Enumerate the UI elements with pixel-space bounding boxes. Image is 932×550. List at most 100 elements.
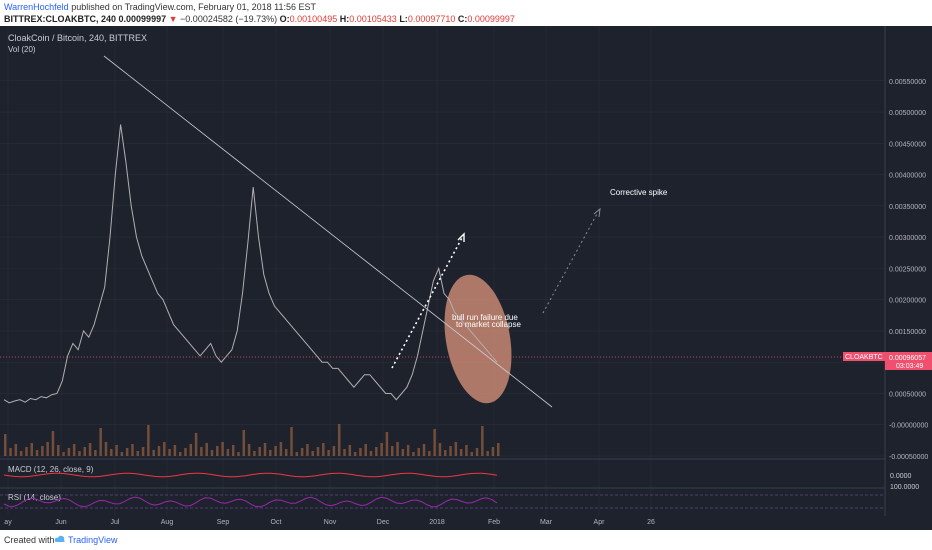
volume-bar — [136, 451, 140, 456]
price-change: −0.00024582 (−19.73%) — [180, 14, 278, 24]
volume-bar — [316, 447, 320, 456]
y-tick-label: 0.00400000 — [889, 173, 926, 180]
volume-bar — [263, 443, 267, 456]
volume-bar — [497, 443, 500, 456]
volume-bar — [353, 452, 357, 456]
footer-brand-link[interactable]: TradingView — [68, 535, 118, 545]
volume-bar — [41, 446, 44, 456]
volume-bar — [295, 452, 299, 456]
volume-bar — [470, 452, 473, 456]
volume-bar — [343, 449, 346, 456]
rsi-tick: 100.0000 — [890, 484, 919, 491]
volume-bar — [306, 444, 309, 456]
y-tick-label: 0.00500000 — [889, 110, 926, 117]
volume-bar — [332, 446, 336, 456]
symbol-tag — [843, 352, 885, 361]
volume-bar — [221, 442, 224, 456]
price-tag — [885, 352, 932, 370]
volume-bar — [131, 444, 134, 456]
volume-bar — [337, 424, 341, 456]
volume-bar — [348, 445, 352, 456]
volume-bar — [428, 451, 431, 456]
x-tick-label: Apr — [594, 519, 606, 526]
price-tag-countdown: 03:03:49 — [896, 363, 923, 370]
publish-info: published on TradingView.com, February 0… — [71, 2, 317, 12]
volume-bar — [454, 442, 458, 456]
chart-area[interactable]: Corrective spike bull run failure due to… — [0, 26, 932, 530]
volume-bar — [88, 443, 92, 456]
volume-bar — [173, 445, 177, 456]
volume-bar — [110, 449, 113, 456]
volume-bar — [168, 449, 171, 456]
last-price: 0.00099997 — [118, 14, 167, 24]
tradingview-cloud-icon — [54, 535, 65, 542]
down-arrow-icon: ▼ — [168, 14, 178, 24]
volume-bar — [491, 447, 495, 456]
volume-bar — [120, 452, 124, 456]
volume-bar — [433, 429, 436, 456]
open-label: O: — [279, 14, 290, 24]
high-value: 0.00105433 — [349, 14, 397, 24]
volume-bar — [99, 428, 102, 456]
volume-bar — [486, 451, 489, 456]
chart-svg[interactable]: Corrective spike bull run failure due to… — [0, 26, 932, 530]
volume-bar — [459, 449, 463, 456]
volume-bar — [385, 432, 389, 456]
volume-bar — [300, 448, 304, 456]
volume-bar — [412, 452, 415, 456]
close-value: 0.00099997 — [467, 14, 515, 24]
volume-bar — [231, 445, 235, 456]
volume-bar — [242, 430, 246, 456]
x-tick-label: Jun — [55, 519, 66, 526]
volume-bar — [475, 448, 479, 456]
failure-label-line1[interactable]: bull run failure due — [452, 313, 518, 322]
volume-bar — [269, 450, 272, 456]
corrective-spike-arrowhead — [593, 207, 601, 218]
volume-bar — [115, 445, 118, 456]
volume-bar — [290, 427, 293, 456]
y-tick-label: 0.00550000 — [889, 79, 926, 86]
low-value: 0.00097710 — [407, 14, 456, 24]
volume-bar — [205, 443, 208, 456]
failure-zone-ellipse[interactable] — [435, 269, 521, 408]
y-tick-label: 0.00050000 — [889, 391, 926, 398]
close-label: C: — [457, 14, 468, 24]
volume-bar — [83, 447, 87, 456]
volume-bar — [401, 449, 405, 456]
volume-bar — [253, 451, 256, 456]
y-tick-label: 0.00450000 — [889, 141, 926, 148]
footer-created: Created with — [4, 535, 55, 545]
x-tick-label: Aug — [161, 519, 174, 526]
price-line — [3, 124, 498, 404]
corrective-spike-arrow[interactable] — [542, 211, 599, 314]
volume-bar — [14, 444, 18, 456]
corrective-spike-label[interactable]: Corrective spike — [610, 188, 668, 197]
volume-bar — [322, 443, 325, 456]
volume-bar — [189, 444, 193, 456]
volume-bar — [465, 445, 468, 456]
volume-bar — [210, 450, 214, 456]
volume-bar — [274, 446, 277, 456]
trendline[interactable] — [103, 55, 553, 408]
volume-bar — [78, 451, 81, 456]
x-tick-label: Sep — [217, 519, 230, 526]
chart-header: WarrenHochfeld published on TradingView.… — [0, 0, 932, 26]
volume-bar — [57, 445, 60, 456]
volume-bar — [147, 425, 150, 456]
author-link[interactable]: WarrenHochfeld — [4, 2, 69, 12]
chart-title: CloakCoin / Bitcoin, 240, BITTREX — [8, 33, 147, 43]
volume-bar — [449, 446, 452, 456]
volume-bar — [438, 443, 442, 456]
volume-bar — [104, 442, 108, 456]
volume-bar — [62, 452, 65, 456]
volume-bar — [35, 450, 39, 456]
volume-bar — [9, 448, 12, 456]
rsi-line — [3, 496, 498, 508]
open-value: 0.00100495 — [289, 14, 338, 24]
macd-legend: MACD (12, 26, close, 9) — [8, 465, 94, 474]
volume-bar — [178, 452, 182, 456]
failure-label-line2[interactable]: to market collapse — [456, 320, 521, 329]
x-tick-label: 26 — [647, 519, 655, 526]
high-label: H: — [339, 14, 350, 24]
y-tick-label: 0.00150000 — [889, 329, 926, 336]
